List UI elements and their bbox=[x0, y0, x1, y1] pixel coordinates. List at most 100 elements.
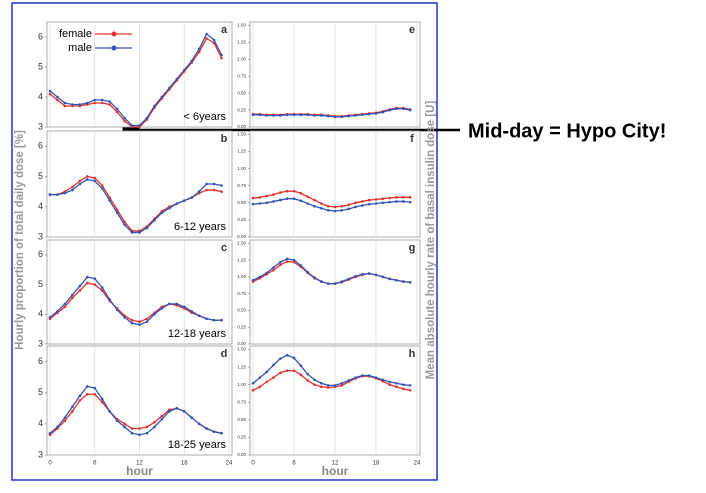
point bbox=[402, 107, 405, 111]
point bbox=[85, 392, 89, 396]
point bbox=[93, 386, 97, 390]
x-axis-label: hour bbox=[322, 464, 349, 478]
point bbox=[153, 421, 156, 424]
point bbox=[48, 431, 52, 435]
point bbox=[130, 431, 134, 435]
point bbox=[175, 202, 179, 205]
point bbox=[292, 356, 296, 360]
point bbox=[292, 260, 296, 264]
point bbox=[340, 280, 344, 283]
point bbox=[320, 385, 323, 389]
point bbox=[279, 198, 282, 202]
y-tick-label: 0.25 bbox=[237, 435, 246, 440]
point bbox=[205, 37, 208, 40]
point bbox=[354, 376, 357, 379]
point bbox=[402, 383, 405, 386]
point bbox=[130, 318, 134, 322]
point bbox=[381, 275, 385, 279]
point bbox=[299, 199, 303, 203]
point bbox=[279, 191, 282, 194]
point bbox=[340, 204, 344, 208]
x-tick-label: 24 bbox=[226, 461, 233, 467]
point bbox=[123, 119, 126, 123]
point bbox=[93, 179, 97, 183]
point bbox=[100, 98, 104, 102]
point bbox=[93, 176, 97, 180]
panel-label: h bbox=[409, 348, 416, 360]
point bbox=[272, 193, 275, 196]
x-tick-label: 0 bbox=[251, 461, 255, 467]
point bbox=[361, 200, 364, 203]
point bbox=[71, 293, 74, 297]
point bbox=[326, 386, 330, 389]
point bbox=[220, 190, 223, 193]
point bbox=[115, 208, 119, 212]
y-tick-label: 5 bbox=[38, 279, 43, 289]
legend-label: female bbox=[59, 28, 92, 40]
point bbox=[292, 189, 296, 193]
point bbox=[367, 202, 371, 206]
point bbox=[265, 194, 268, 198]
point bbox=[251, 278, 255, 282]
point bbox=[48, 92, 52, 96]
y-tick-label: 1.50 bbox=[237, 347, 246, 352]
point bbox=[395, 107, 398, 111]
point bbox=[220, 318, 223, 322]
y-tick-label: 0.00 bbox=[237, 452, 246, 457]
point bbox=[313, 378, 316, 382]
point bbox=[320, 206, 323, 210]
point bbox=[212, 188, 216, 192]
point bbox=[361, 113, 364, 117]
point bbox=[340, 384, 344, 387]
y-tick-label: 1.50 bbox=[237, 132, 246, 137]
point bbox=[272, 268, 275, 272]
point bbox=[93, 283, 97, 286]
point bbox=[374, 376, 378, 379]
point bbox=[108, 196, 111, 199]
point bbox=[285, 353, 289, 357]
point bbox=[251, 389, 255, 392]
y-tick-label: 5 bbox=[38, 61, 43, 71]
point bbox=[220, 184, 223, 187]
point bbox=[333, 205, 337, 209]
annotation: Mid-day = Hypo City! bbox=[468, 120, 666, 142]
y-tick-label: 0.00 bbox=[237, 234, 246, 239]
panel-subtitle: 6-12 years bbox=[174, 221, 226, 233]
point bbox=[160, 211, 164, 215]
point bbox=[408, 108, 412, 112]
point bbox=[367, 112, 371, 116]
point bbox=[279, 263, 282, 267]
point bbox=[220, 431, 223, 435]
panel-subtitle: < 6years bbox=[184, 111, 227, 123]
y-tick-label: 1.50 bbox=[237, 23, 246, 28]
point bbox=[408, 200, 412, 204]
y-tick-label: 4 bbox=[38, 309, 43, 319]
point bbox=[347, 277, 350, 281]
point bbox=[63, 191, 67, 195]
point bbox=[197, 50, 201, 54]
point bbox=[182, 410, 186, 413]
point bbox=[374, 202, 378, 205]
point bbox=[313, 276, 316, 279]
point bbox=[388, 108, 391, 112]
y-tick-label: 6 bbox=[38, 356, 43, 366]
point bbox=[306, 195, 309, 198]
point bbox=[123, 422, 126, 426]
point bbox=[130, 124, 134, 127]
point bbox=[388, 200, 391, 204]
figure-border bbox=[11, 2, 438, 481]
point bbox=[130, 231, 134, 234]
y-tick-label: 1.25 bbox=[237, 40, 246, 45]
point bbox=[402, 200, 405, 203]
x-tick-label: 6 bbox=[292, 461, 296, 467]
point bbox=[93, 392, 97, 396]
point bbox=[190, 59, 194, 63]
panel-label: f bbox=[410, 133, 414, 145]
point bbox=[190, 416, 194, 419]
point bbox=[361, 272, 364, 276]
point bbox=[63, 104, 67, 108]
y-tick-label: 1.25 bbox=[237, 149, 246, 154]
y-tick-label: 0.75 bbox=[237, 183, 246, 188]
